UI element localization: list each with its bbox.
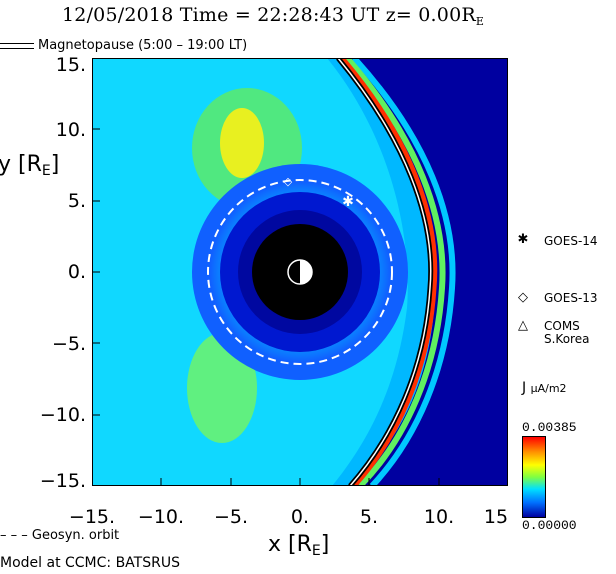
xtick-neg5: −5. [213,506,249,528]
title-time-label: Time = [179,4,251,26]
yellow-patch-north [220,108,264,178]
magnetopause-legend-label: Magnetopause (5:00 – 19:00 LT) [38,38,248,53]
xtick-neg15: −15. [68,506,116,528]
x-axis-label-text: x [R [268,532,312,557]
magnetopause-legend-line [0,42,34,49]
y-axis-label-sub: E [41,163,51,179]
ytick-15: 15. [55,54,86,76]
y-axis-label: y [RE] [0,152,59,179]
title-time: 22:28:43 UT [257,4,380,26]
xtick-0: 0. [290,506,310,528]
colorbar-min: 0.00000 [522,518,577,533]
bowshock-band-green [344,58,446,486]
goes-13-marker: ◇ [284,175,293,188]
colorbar [522,436,546,518]
earth-dayside [300,260,312,284]
x-axis-label-sub: E [311,543,321,559]
magnetopause-line-core [337,58,432,486]
geosync-orbit [207,179,393,365]
colorbar-unit: μA/m2 [530,382,567,395]
title-z-sub: E [475,15,485,28]
plot-title: 12/05/2018 Time = 22:28:43 UT z= 0.00RE [62,4,484,28]
model-credit: Model at CCMC: BATSRUS [0,555,180,571]
current-density-map: ✱ ◇ [92,58,508,486]
goes-14-legend-icon: ✱ [517,232,529,247]
goes-14-marker: ✱ [342,194,354,210]
magnetopause-legend: Magnetopause (5:00 – 19:00 LT) [0,38,247,53]
goes-14-legend-label: GOES-14 [544,234,598,248]
y-axis-label-end: ] [50,152,60,177]
ytick-0: 0. [67,261,86,283]
title-date: 12/05/2018 [62,4,174,26]
goes-13-legend-icon: ◇ [518,290,528,305]
bowshock-band-outer [351,58,456,486]
bowshock-band-red [340,58,438,486]
axis-ticks [92,58,440,486]
xtick-5: 5. [359,506,379,528]
ytick-neg5: −5. [51,333,86,355]
ytick-neg15: −15. [39,470,86,492]
colorbar-max: 0.00385 [522,420,577,435]
geosync-legend: – – – Geosyn. orbit [0,528,120,543]
ytick-10: 10. [55,119,86,141]
y-axis-label-text: y [R [0,152,42,177]
coms-legend-label: COMS S.Korea [544,319,590,346]
coms-legend-icon: △ [518,318,528,333]
x-axis-label: x [RE] [268,532,329,559]
x-axis-label-end: ] [320,532,330,557]
goes-13-legend-label: GOES-13 [544,291,598,305]
xtick-10: 10. [423,506,455,528]
title-z: z= 0.00R [385,4,476,26]
xtick-neg10: −10. [137,506,185,528]
colorbar-label: J μA/m2 [522,380,567,396]
colorbar-label-j: J [522,380,527,396]
ytick-5: 5. [67,190,86,212]
ytick-neg10: −10. [39,404,86,426]
xtick-15: 15 [483,506,509,528]
